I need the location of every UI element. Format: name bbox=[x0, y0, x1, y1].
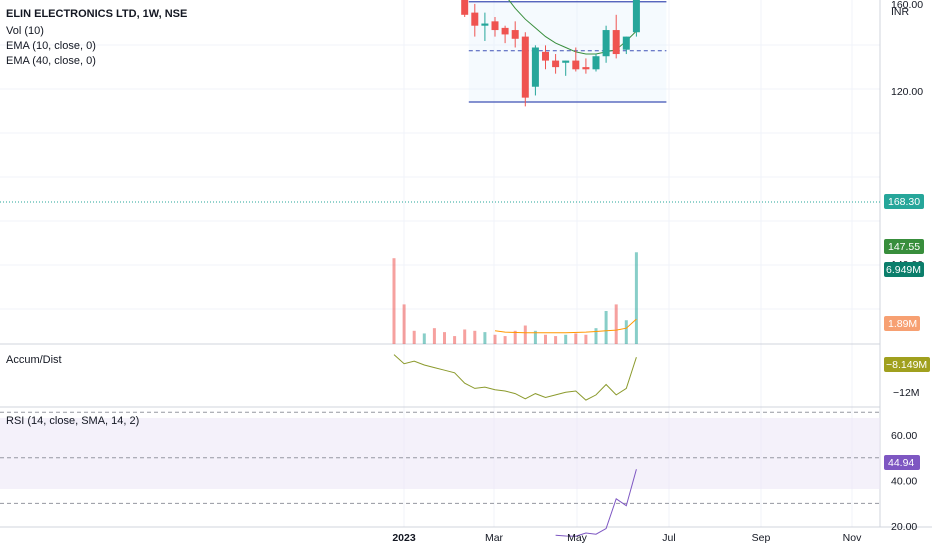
volume-badge: 6.949M bbox=[884, 262, 924, 277]
volume-bar bbox=[594, 328, 598, 344]
indicator-vol[interactable]: Vol (10) bbox=[6, 25, 44, 37]
volume-bar bbox=[584, 334, 588, 344]
volume-bar bbox=[473, 330, 477, 344]
vol-avg-badge: 1.89M bbox=[884, 316, 920, 331]
indicator-ema40[interactable]: EMA (40, close, 0) bbox=[6, 55, 96, 67]
volume-bar bbox=[453, 336, 457, 344]
candle-body bbox=[461, 0, 469, 15]
candle-body bbox=[531, 47, 539, 87]
volume-bar bbox=[412, 330, 416, 344]
candle-body bbox=[481, 23, 489, 26]
candle-body bbox=[501, 27, 509, 35]
time-label: 2023 bbox=[392, 532, 416, 544]
volume-bar bbox=[523, 325, 527, 344]
candle-body bbox=[632, 0, 640, 33]
accum-dist-line bbox=[393, 354, 637, 401]
volume-bar bbox=[392, 258, 396, 344]
rsi-badge: 44.94 bbox=[884, 455, 920, 470]
indicator-ema10[interactable]: EMA (10, close, 0) bbox=[6, 40, 96, 52]
svg-text:44.94: 44.94 bbox=[888, 457, 914, 469]
svg-text:147.55: 147.55 bbox=[888, 241, 920, 253]
ad-badge: −8.149M bbox=[884, 357, 930, 372]
ad-tick: −12M bbox=[893, 387, 920, 399]
candle-body bbox=[562, 60, 570, 63]
volume-ma-line bbox=[494, 318, 637, 334]
volume-bar bbox=[604, 311, 608, 344]
volume-bar bbox=[422, 333, 426, 344]
volume-bar bbox=[624, 320, 628, 344]
volume-bar bbox=[544, 334, 547, 344]
rsi-tick: 40.00 bbox=[891, 476, 917, 488]
candle-body bbox=[521, 36, 529, 98]
last-price-badge: 168.30 bbox=[884, 194, 924, 209]
candle-body bbox=[602, 30, 610, 57]
accum-dist-label[interactable]: Accum/Dist bbox=[6, 354, 62, 366]
volume-bars bbox=[392, 252, 638, 344]
volume-bar bbox=[443, 332, 446, 344]
price-tick: 120.00 bbox=[891, 86, 923, 98]
candle-body bbox=[471, 12, 479, 26]
ema-badge: 147.55 bbox=[884, 239, 924, 254]
price-tick: 160.00 bbox=[891, 0, 923, 11]
volume-bar bbox=[513, 330, 517, 344]
volume-bar bbox=[503, 336, 507, 344]
volume-bar bbox=[432, 328, 436, 344]
svg-text:168.30: 168.30 bbox=[888, 196, 920, 208]
candle-body bbox=[612, 30, 620, 55]
volume-bar bbox=[402, 304, 406, 344]
rsi-tick: 60.00 bbox=[891, 430, 917, 442]
time-label: May bbox=[567, 532, 588, 544]
volume-bar bbox=[483, 332, 487, 344]
chart-title: ELIN ELECTRONICS LTD, 1W, NSE bbox=[6, 8, 187, 20]
volume-bar bbox=[463, 329, 467, 344]
time-label: Mar bbox=[485, 532, 504, 544]
rsi-line bbox=[555, 469, 637, 537]
volume-bar bbox=[554, 336, 558, 344]
candle-body bbox=[552, 60, 560, 68]
candles bbox=[461, 0, 640, 107]
svg-text:−8.149M: −8.149M bbox=[886, 359, 927, 371]
currency-label: INR bbox=[891, 6, 910, 18]
rsi-band bbox=[0, 418, 880, 489]
svg-text:6.949M: 6.949M bbox=[886, 264, 921, 276]
rsi-axis[interactable]: 60.00 40.00 20.00 bbox=[891, 430, 917, 533]
candle-body bbox=[582, 67, 590, 70]
time-axis[interactable]: 2023 Mar May Jul Sep Nov bbox=[392, 532, 862, 544]
candle-body bbox=[622, 36, 630, 50]
candle-body bbox=[542, 51, 549, 61]
candle-body bbox=[592, 56, 600, 70]
time-label: Sep bbox=[752, 532, 771, 544]
candle-body bbox=[572, 60, 580, 70]
volume-bar bbox=[564, 334, 568, 344]
rsi-tick: 20.00 bbox=[891, 521, 917, 533]
volume-bar bbox=[634, 252, 638, 344]
candle-body bbox=[491, 21, 499, 31]
volume-bar bbox=[493, 334, 497, 344]
rsi-label[interactable]: RSI (14, close, SMA, 14, 2) bbox=[6, 415, 139, 427]
candle-body bbox=[511, 30, 519, 39]
svg-text:1.89M: 1.89M bbox=[888, 318, 917, 330]
volume-bar bbox=[574, 333, 578, 344]
volume-bar bbox=[614, 304, 618, 344]
volume-bar bbox=[533, 330, 537, 344]
time-label: Jul bbox=[662, 532, 675, 544]
time-label: Nov bbox=[843, 532, 862, 544]
panel-separators bbox=[0, 0, 932, 528]
